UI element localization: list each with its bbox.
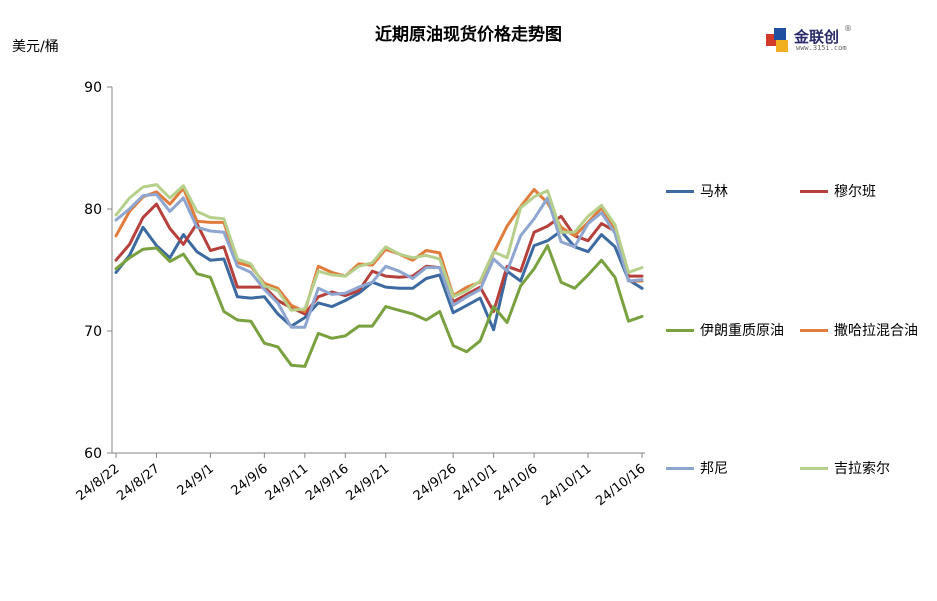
legend-label: 穆尔班 <box>834 184 876 200</box>
x-tick-label: 24/10/1 <box>451 461 500 504</box>
legend-swatch <box>800 190 828 193</box>
legend-label: 撒哈拉混合油 <box>834 323 918 339</box>
x-tick-label: 24/9/21 <box>343 461 392 504</box>
legend-swatch <box>666 329 694 332</box>
logo-registered-mark: ® <box>844 24 852 33</box>
legend-swatch <box>800 329 828 332</box>
chart-title: 近期原油现货价格走势图 <box>375 25 562 45</box>
legend-swatch <box>800 467 828 470</box>
legend-label: 邦尼 <box>700 461 728 477</box>
y-ticks: 60 70 80 90 <box>84 80 112 462</box>
series-line-2 <box>114 244 644 368</box>
y-tick-label: 90 <box>84 80 102 96</box>
logo-text: 金联创 <box>794 28 840 46</box>
legend-label: 马林 <box>700 184 728 200</box>
series-line-5 <box>114 183 644 312</box>
legend-swatch <box>666 467 694 470</box>
x-tick-label: 24/9/16 <box>303 461 352 504</box>
x-tick-label: 24/9/26 <box>411 461 460 504</box>
brand-logo: 金联创 www.315i.com ® <box>766 24 856 54</box>
x-tick-label: 24/10/11 <box>539 461 594 509</box>
series-lines <box>114 183 644 368</box>
logo-url: www.315i.com <box>796 44 847 52</box>
legend-label: 伊朗重质原油 <box>700 323 784 339</box>
logo-mark-icon <box>766 28 788 52</box>
y-tick-label: 70 <box>84 324 102 340</box>
y-tick-label: 80 <box>84 202 102 218</box>
x-tick-label: 24/10/16 <box>593 461 648 509</box>
x-tick-label: 24/9/1 <box>175 461 217 499</box>
series-line-0 <box>114 225 644 332</box>
x-tick-label: 24/8/22 <box>74 461 123 504</box>
y-axis-unit-label: 美元/桶 <box>12 39 59 55</box>
legend-swatch <box>666 190 694 193</box>
legend-label: 吉拉索尔 <box>834 461 890 477</box>
x-tick-label: 24/10/6 <box>492 461 541 504</box>
y-tick-label: 60 <box>84 446 102 462</box>
x-tick-label: 24/9/11 <box>263 461 312 504</box>
x-tick-label: 24/8/27 <box>114 461 163 504</box>
series-line-4 <box>114 192 644 329</box>
